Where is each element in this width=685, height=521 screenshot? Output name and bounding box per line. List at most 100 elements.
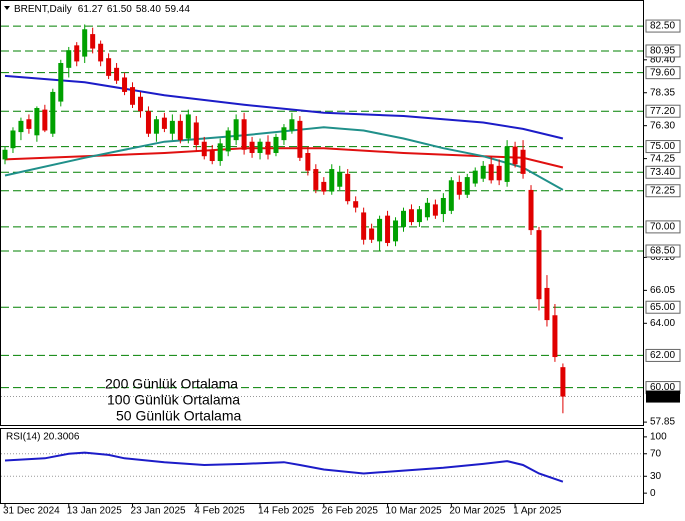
level-label-box	[645, 44, 681, 58]
legend-entry: 200 Günlük Ortalama	[105, 376, 238, 392]
level-label-box	[645, 300, 681, 314]
candle-body	[58, 63, 64, 102]
symbol: BRENT,Daily	[14, 4, 72, 15]
header-close: 59.44	[165, 4, 190, 15]
level-label: 80.95	[650, 46, 675, 57]
candle-body	[193, 122, 199, 145]
candle-body	[432, 204, 438, 216]
candle-body	[480, 165, 486, 179]
level-label-box	[645, 244, 681, 258]
candle-body	[353, 201, 359, 208]
candle-body	[504, 146, 510, 182]
candle-body	[313, 169, 319, 190]
level-label-box	[645, 19, 681, 33]
candle-body	[297, 120, 303, 158]
candle-body	[34, 108, 40, 136]
candle-body	[424, 202, 430, 218]
legend-entry: 50 Günlük Ortalama	[116, 408, 241, 424]
candle-body	[257, 141, 263, 153]
candle-body	[66, 50, 72, 68]
candle-body	[10, 130, 16, 149]
y-tick-label: 66.05	[650, 285, 675, 296]
candle-body	[130, 87, 136, 105]
candle-body	[369, 228, 375, 240]
candle-body	[18, 120, 24, 133]
candle-body	[361, 212, 367, 240]
rsi-tick-label: 30	[650, 471, 662, 482]
rsi-line	[4, 451, 564, 483]
x-tick-label: 10 Mar 2025	[386, 506, 443, 517]
level-label-box	[645, 165, 681, 179]
candle-body	[385, 215, 391, 243]
rsi-tick-label: 0	[650, 488, 656, 499]
x-tick-label: 31 Dec 2024	[3, 506, 60, 517]
legend-entry: 100 Günlük Ortalama	[107, 392, 240, 408]
candle-body	[82, 29, 88, 57]
candle-body	[50, 91, 56, 134]
rsi-title: RSI(14) 20.3006	[6, 432, 80, 443]
candle-body	[488, 164, 494, 181]
candle-body	[26, 119, 32, 129]
level-label: 72.25	[650, 185, 675, 196]
rsi-tick-label: 70	[650, 448, 662, 459]
moving-average	[4, 74, 564, 140]
level-label-box	[645, 66, 681, 80]
main-frame	[0, 0, 644, 426]
candle-body	[552, 315, 558, 358]
candle-body	[241, 119, 247, 150]
candle-body	[512, 146, 518, 165]
level-label: 77.20	[650, 106, 675, 117]
candle-body	[90, 34, 96, 49]
x-tick-label: 14 Feb 2025	[258, 506, 315, 517]
candle-body	[416, 209, 422, 223]
x-tick-label: 20 Mar 2025	[449, 506, 506, 517]
candle-body	[169, 120, 175, 134]
level-label: 60.00	[650, 382, 675, 393]
level-label-box	[645, 140, 681, 154]
candle-body	[185, 114, 191, 139]
candle-body	[520, 149, 526, 174]
current-price-label: 59.44	[650, 391, 675, 402]
candle-body	[161, 117, 167, 129]
candle-body	[560, 367, 566, 397]
y-tick-label: 76.30	[650, 120, 675, 131]
candle-body	[106, 58, 112, 76]
candle-body	[201, 141, 207, 157]
candle-body	[536, 230, 542, 300]
level-label: 73.40	[650, 167, 675, 178]
candle-body	[177, 120, 183, 141]
moving-average	[4, 147, 564, 169]
x-tick-label: 4 Feb 2025	[194, 506, 245, 517]
candle-body	[305, 152, 311, 171]
candle-body	[137, 96, 143, 112]
y-tick-label: 64.00	[650, 318, 675, 329]
candle-body	[329, 169, 335, 192]
candle-body	[145, 111, 151, 134]
candle-body	[42, 109, 48, 131]
header-high: 61.50	[107, 4, 132, 15]
level-label-box	[645, 104, 681, 118]
candle-body	[273, 136, 279, 153]
level-label-box	[645, 184, 681, 198]
x-tick-label: 23 Jan 2025	[131, 506, 186, 517]
level-label-box	[645, 220, 681, 234]
candle-body	[289, 119, 295, 131]
y-tick-label: 68.10	[650, 252, 675, 263]
candle-body	[408, 209, 414, 223]
header-open: 61.27	[78, 4, 103, 15]
candle-body	[209, 149, 215, 162]
candle-body	[122, 77, 128, 92]
current-price-box	[646, 390, 680, 403]
level-label: 68.50	[650, 246, 675, 257]
candle-body	[377, 218, 383, 242]
rsi-tick-label: 100	[650, 432, 667, 443]
menu-arrow[interactable]	[4, 6, 10, 10]
candle-body	[456, 181, 462, 195]
candle-body	[281, 127, 287, 141]
candle-body	[98, 43, 104, 62]
candle-body	[265, 141, 271, 155]
level-label: 82.50	[650, 21, 675, 32]
header-low: 58.40	[136, 4, 161, 15]
level-label-box	[645, 348, 681, 362]
